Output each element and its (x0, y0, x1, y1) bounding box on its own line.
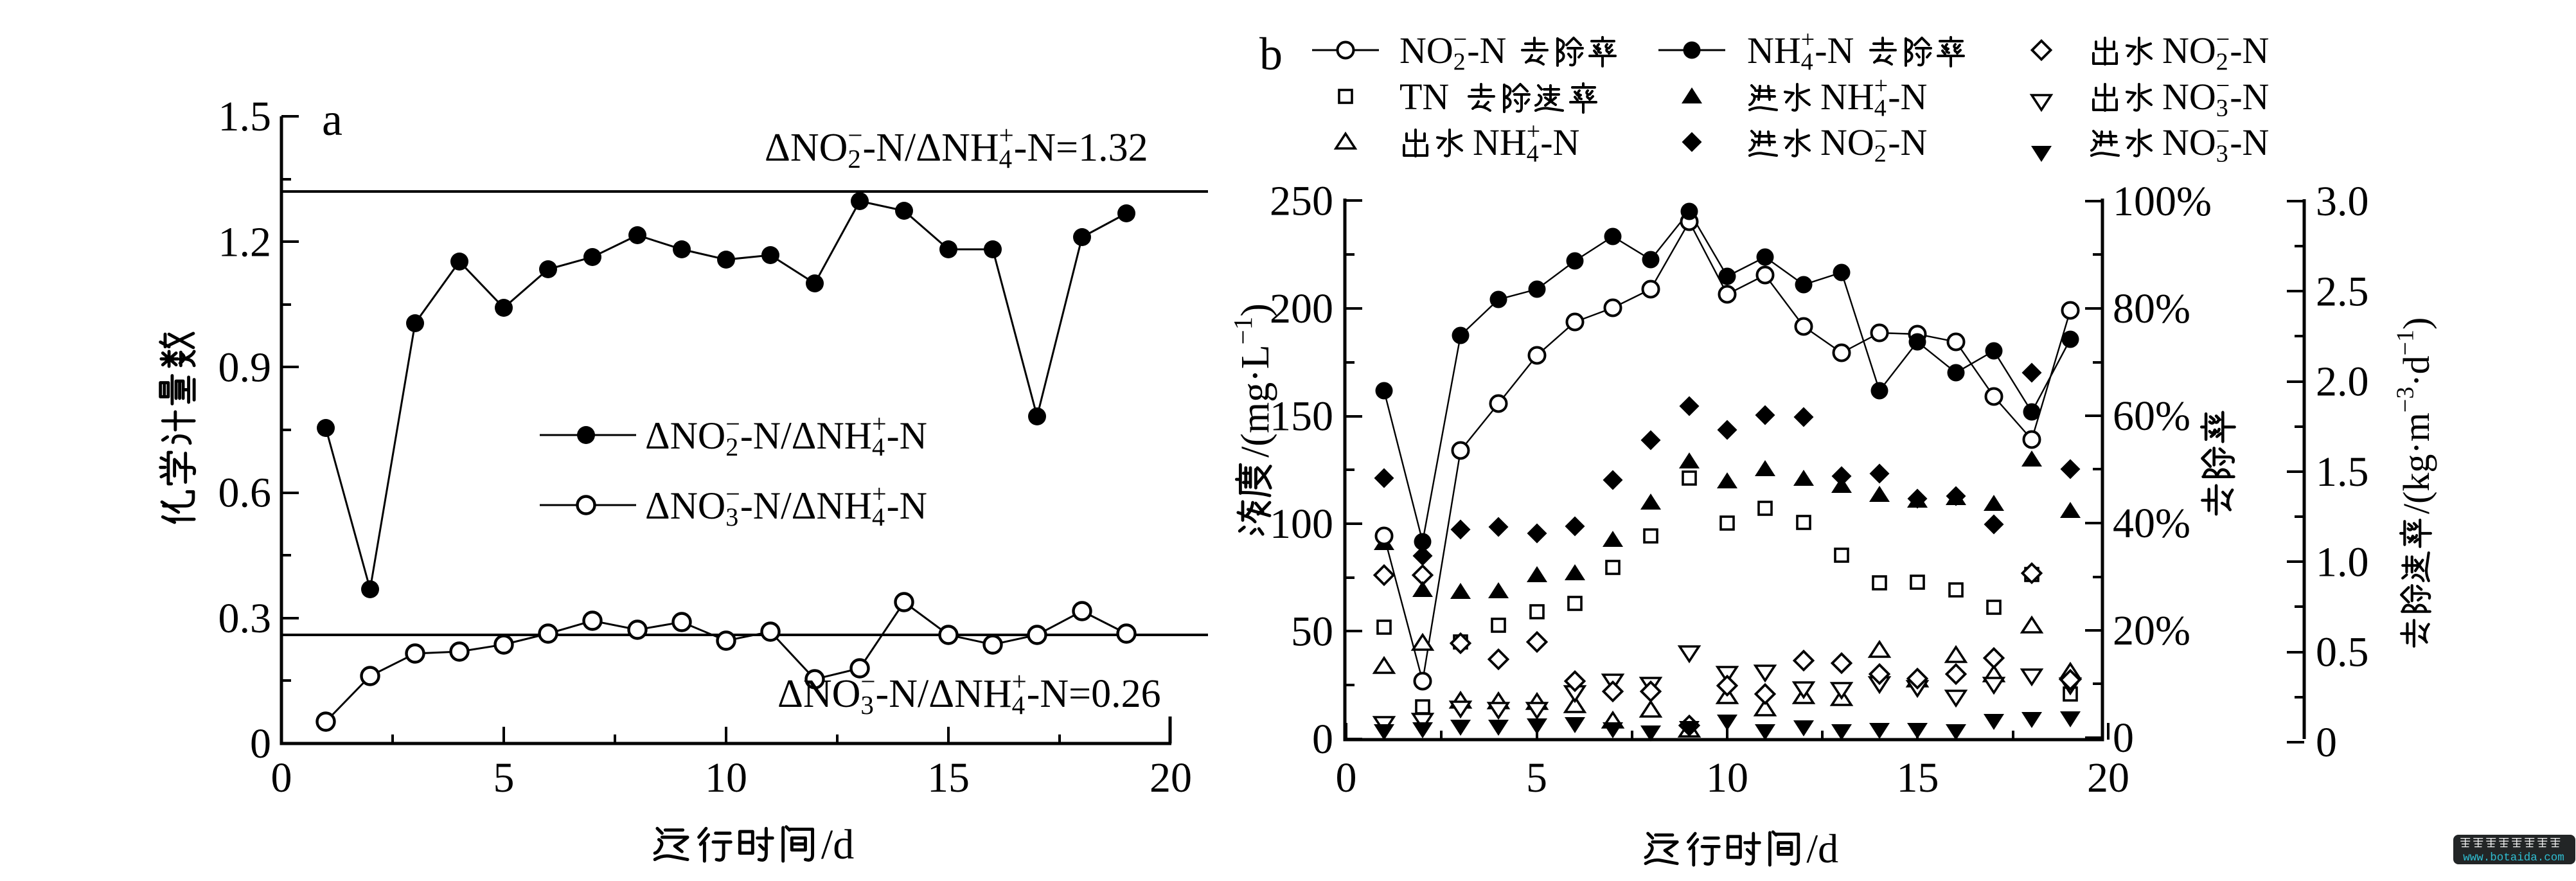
svg-text:200: 200 (1270, 285, 1333, 332)
svg-text:NH4+-N: NH4+-N (1473, 118, 1579, 168)
svg-text:150: 150 (1270, 393, 1333, 440)
svg-text:www.botaida.com: www.botaida.com (2463, 851, 2564, 864)
svg-text:b: b (1259, 28, 1283, 80)
svg-text:1.5: 1.5 (2316, 449, 2369, 495)
svg-text:NO2−-N: NO2−-N (2162, 26, 2269, 76)
svg-text:5: 5 (1526, 754, 1547, 801)
svg-text:100%: 100% (2113, 178, 2212, 225)
svg-text:NH4+-N: NH4+-N (1747, 26, 1854, 76)
svg-text:NH4+-N: NH4+-N (1820, 73, 1927, 122)
svg-text:NO3−-N: NO3−-N (2162, 118, 2269, 168)
svg-text:10: 10 (1706, 754, 1748, 801)
svg-text:20%: 20% (2113, 607, 2190, 654)
svg-text:2.0: 2.0 (2316, 359, 2369, 405)
svg-text:2.5: 2.5 (2316, 268, 2369, 315)
svg-text:20: 20 (1150, 754, 1192, 801)
svg-text:0: 0 (271, 754, 292, 801)
svg-text:0: 0 (1336, 754, 1357, 801)
svg-text:5: 5 (493, 754, 515, 801)
svg-text:ΔNO2−-N/ΔNH4+-N=1.32: ΔNO2−-N/ΔNH4+-N=1.32 (765, 120, 1148, 174)
svg-text:NO3−-N: NO3−-N (2162, 73, 2269, 122)
svg-text:1.2: 1.2 (218, 218, 272, 265)
svg-text:1.0: 1.0 (2316, 538, 2369, 585)
svg-text:/d: /d (821, 821, 854, 868)
svg-text:1.5: 1.5 (218, 93, 272, 140)
svg-text:0: 0 (1312, 716, 1333, 763)
svg-text:ΔNO3−-N/ΔNH4+-N: ΔNO3−-N/ΔNH4+-N (645, 479, 927, 531)
svg-text:60%: 60% (2113, 393, 2190, 440)
svg-text:0: 0 (250, 720, 271, 767)
svg-text:TN: TN (1399, 76, 1449, 118)
svg-text:20: 20 (2087, 754, 2129, 801)
svg-text:0.3: 0.3 (218, 595, 272, 642)
svg-text:0.5: 0.5 (2316, 629, 2369, 676)
svg-text:a: a (322, 94, 342, 145)
svg-text:15: 15 (1897, 754, 1939, 801)
svg-text:80%: 80% (2113, 285, 2190, 332)
svg-text:100: 100 (1270, 501, 1333, 547)
svg-text:250: 250 (1270, 178, 1333, 225)
svg-text:0: 0 (2316, 719, 2337, 766)
svg-text:10: 10 (705, 754, 747, 801)
svg-text:NO2−-N: NO2−-N (1399, 26, 1506, 76)
svg-text:ΔNO2−-N/ΔNH4+-N: ΔNO2−-N/ΔNH4+-N (645, 409, 927, 461)
svg-text:NO2−-N: NO2−-N (1820, 118, 1927, 168)
svg-text:0.6: 0.6 (218, 470, 272, 517)
svg-text:40%: 40% (2113, 500, 2190, 547)
svg-text:15: 15 (927, 754, 970, 801)
svg-text:0: 0 (2113, 715, 2134, 761)
svg-text:0.9: 0.9 (218, 344, 272, 391)
svg-text:3.0: 3.0 (2316, 178, 2369, 225)
svg-text:50: 50 (1291, 609, 1333, 655)
svg-text:ΔNO3−-N/ΔNH4+-N=0.26: ΔNO3−-N/ΔNH4+-N=0.26 (777, 666, 1161, 720)
svg-text:/(kg·m−3·d−1): /(kg·m−3·d−1) (2392, 317, 2437, 514)
svg-text:/d: /d (1806, 826, 1838, 871)
svg-text:/(mg·L−1): /(mg·L−1) (1228, 303, 1277, 458)
